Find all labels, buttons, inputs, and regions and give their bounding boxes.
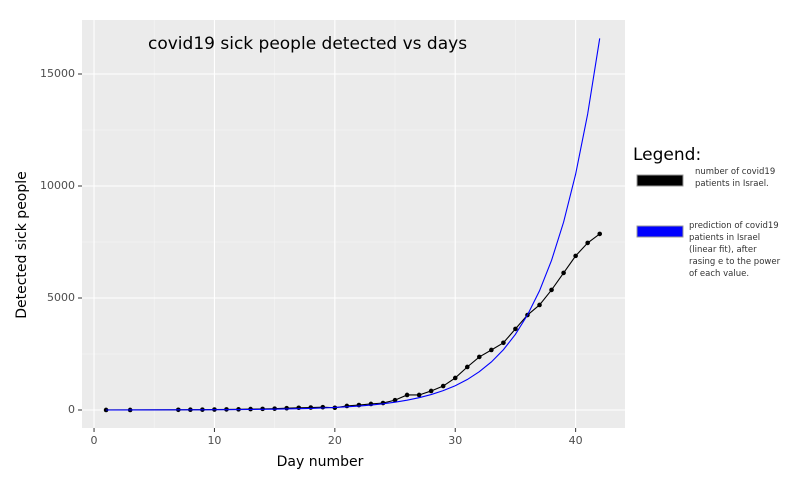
legend-label: number of covid19 patients in Israel. — [695, 167, 776, 189]
data-point — [428, 388, 434, 394]
legend-key — [636, 174, 684, 187]
data-point — [284, 405, 289, 411]
y-tick-label: 5000 — [47, 291, 75, 304]
data-point — [573, 253, 578, 259]
data-point — [561, 270, 566, 276]
x-tick-label: 0 — [91, 434, 98, 447]
legend-key — [636, 225, 684, 238]
x-tick-label: 10 — [207, 434, 221, 447]
data-point — [320, 404, 326, 410]
data-point — [489, 347, 494, 353]
chart-title: covid19 sick people detected vs days — [148, 34, 467, 54]
y-tick-label: 10000 — [40, 179, 75, 192]
data-point — [344, 403, 350, 409]
data-point — [585, 240, 590, 246]
x-tick-label: 30 — [448, 434, 462, 447]
data-point — [392, 397, 398, 403]
data-point — [513, 326, 518, 332]
data-point — [537, 302, 542, 308]
grid — [82, 20, 625, 428]
data-point — [597, 231, 603, 237]
y-tick-label: 0 — [68, 403, 75, 416]
y-axis-label: Detected sick people — [14, 171, 30, 319]
data-point — [464, 364, 470, 370]
x-tick-label: 40 — [569, 434, 583, 447]
y-tick-label: 15000 — [40, 67, 75, 80]
x-axis-label: Day number — [277, 454, 364, 470]
legend-title: Legend: — [633, 145, 701, 165]
x-tick-label: 20 — [328, 434, 342, 447]
marks — [103, 38, 603, 413]
data-point — [416, 392, 422, 398]
series-line — [106, 38, 601, 411]
legend-label: prediction of covid19 patients in Israel… — [689, 221, 781, 279]
data-point — [404, 392, 410, 398]
data-point — [549, 287, 554, 293]
data-point — [308, 405, 314, 410]
data-point — [296, 405, 302, 411]
data-point — [501, 340, 506, 346]
data-point — [477, 354, 482, 360]
data-point — [440, 383, 446, 389]
data-point — [452, 375, 458, 381]
plot-background — [82, 20, 625, 428]
